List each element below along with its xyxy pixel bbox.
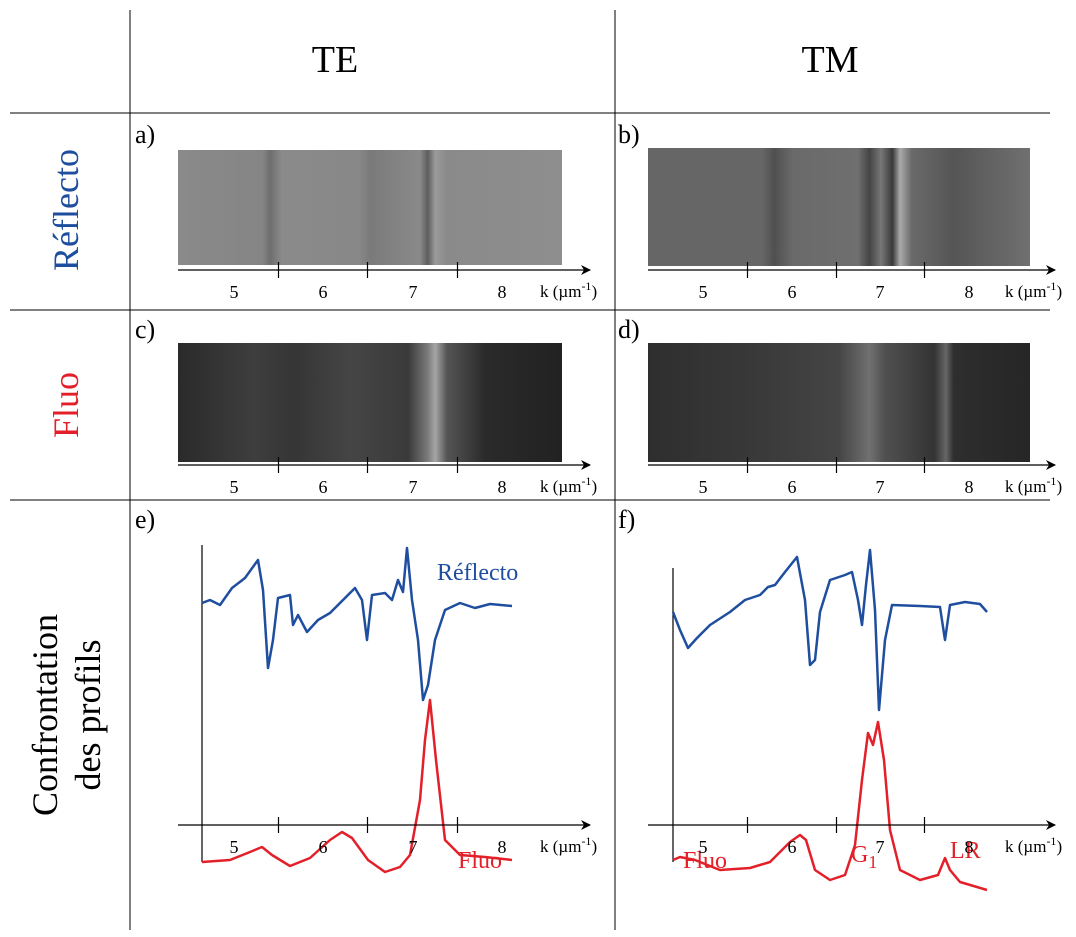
tick-label: 5: [699, 477, 708, 497]
tick-label: 7: [409, 282, 418, 302]
tick-label: 8: [965, 837, 974, 857]
axis-label: k (µm-1): [540, 279, 597, 301]
panel-label: c): [135, 315, 155, 344]
axis-label-text: k (µm: [1005, 282, 1046, 301]
row-label: des profils: [68, 640, 108, 791]
tick-label: 5: [230, 477, 239, 497]
tick-label: 6: [319, 477, 328, 497]
panel-label: d): [618, 315, 640, 344]
tick-label: 6: [319, 837, 328, 857]
tick-label: 6: [788, 477, 797, 497]
curve-label: Réflecto: [437, 560, 518, 586]
axis-label: k (µm-1): [1005, 474, 1062, 496]
tick-label: 5: [230, 837, 239, 857]
tick-label: 5: [230, 282, 239, 302]
tick-label: 6: [788, 837, 797, 857]
tick-label: 6: [788, 282, 797, 302]
tick-label: 8: [965, 477, 974, 497]
row-label: Réflecto: [46, 149, 86, 271]
row-label: Fluo: [46, 372, 86, 438]
curve-label: LR: [950, 838, 981, 864]
tick-label: 7: [409, 477, 418, 497]
axis-label-close: ): [1056, 477, 1062, 496]
axis-label: k (µm-1): [1005, 834, 1062, 856]
column-header: TE: [312, 39, 358, 81]
tick-label: 8: [498, 282, 507, 302]
tick-label: 5: [699, 837, 708, 857]
axis-label-text: k (µm: [1005, 837, 1046, 856]
tick-label: 8: [498, 477, 507, 497]
curve-label: G1: [851, 842, 877, 872]
profile-curve: [671, 548, 988, 712]
axis-label-text: k (µm: [1005, 477, 1046, 496]
axis-label-sup: -1: [581, 474, 591, 488]
axis-label-sup: -1: [1046, 474, 1056, 488]
row-label: Confrontation: [25, 614, 65, 816]
tick-label: 7: [876, 477, 885, 497]
image: [648, 343, 1030, 462]
image: [648, 148, 1030, 266]
axis-label: k (µm-1): [1005, 279, 1062, 301]
tick-label: 7: [409, 837, 418, 857]
panel-label: a): [135, 120, 155, 149]
axis-label-sup: -1: [1046, 279, 1056, 293]
axis-label: k (µm-1): [540, 834, 597, 856]
panel-label: f): [618, 505, 635, 534]
profile-curve: [201, 546, 513, 702]
curve-label: Fluo: [683, 848, 727, 874]
tick-label: 8: [498, 837, 507, 857]
tick-label: 6: [319, 282, 328, 302]
axis-label-sup: -1: [581, 279, 591, 293]
tick-label: 5: [699, 282, 708, 302]
axis-label-text: k (µm: [540, 282, 581, 301]
curve-label: Fluo: [458, 848, 502, 874]
axis-label-close: ): [591, 837, 597, 856]
axis-label-text: k (µm: [540, 837, 581, 856]
axis-label-close: ): [1056, 282, 1062, 301]
image: [178, 150, 562, 265]
axis-label-close: ): [1056, 837, 1062, 856]
axis-label-close: ): [591, 477, 597, 496]
axis-label-close: ): [591, 282, 597, 301]
profile-curve: [672, 720, 988, 892]
profile-curve: [201, 698, 513, 874]
axis-label: k (µm-1): [540, 474, 597, 496]
tick-label: 7: [876, 282, 885, 302]
column-header: TM: [802, 39, 859, 81]
axis-label-sup: -1: [581, 834, 591, 848]
axis-label-text: k (µm: [540, 477, 581, 496]
panel-label: e): [135, 505, 155, 534]
panel-label: b): [618, 120, 640, 149]
axis-label-sup: -1: [1046, 834, 1056, 848]
tick-label: 7: [876, 837, 885, 857]
image: [178, 343, 562, 462]
tick-label: 8: [965, 282, 974, 302]
